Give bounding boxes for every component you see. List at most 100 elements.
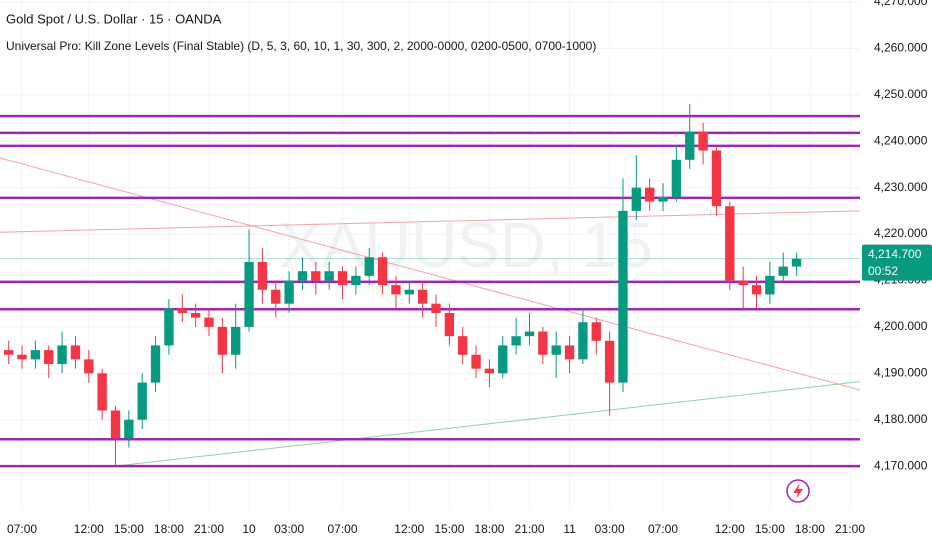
x-tick-label: 21:00 (514, 522, 544, 536)
x-tick-label: 03:00 (595, 522, 625, 536)
indicator-label: Universal Pro: Kill Zone Levels (Final S… (6, 39, 596, 53)
price-tag (862, 244, 932, 281)
candle-body (458, 336, 468, 355)
x-tick-label: 15:00 (114, 522, 144, 536)
candle-body (604, 340, 615, 383)
candle-body (124, 419, 134, 439)
y-tick-label: 4,250.000 (874, 87, 928, 101)
x-tick-label: 12:00 (74, 522, 104, 536)
x-tick-label: 18:00 (474, 522, 504, 536)
candle-body (498, 345, 508, 374)
y-tick-label: 4,230.000 (874, 180, 928, 194)
candle-body (244, 261, 254, 327)
alert-icon[interactable] (786, 479, 810, 503)
candle-body (484, 368, 495, 374)
y-tick-label: 4,260.000 (874, 41, 928, 55)
candle-body (324, 271, 334, 281)
y-tick-label: 4,190.000 (874, 365, 928, 379)
candle-body (257, 261, 268, 290)
candle-body (751, 285, 762, 295)
y-tick-label: 4,180.000 (874, 412, 928, 426)
candle-body (70, 345, 81, 360)
candle-body (538, 331, 548, 355)
candle-body (417, 289, 428, 304)
x-tick-label: 03:00 (274, 522, 304, 536)
x-tick-label: 18:00 (795, 522, 825, 536)
candle-body (30, 350, 41, 360)
countdown: 00:52 (868, 264, 898, 278)
chart-title: Gold Spot / U.S. Dollar · 15 · OANDA (6, 11, 222, 26)
candle-body (164, 308, 174, 346)
y-tick-label: 4,200.000 (874, 319, 928, 333)
candle-body (404, 289, 414, 295)
candle-body (631, 187, 641, 211)
candle-body (551, 345, 561, 355)
candle-body (738, 280, 748, 286)
candle-body (337, 271, 348, 286)
x-tick-label: 15:00 (434, 522, 464, 536)
candle-body (645, 187, 655, 202)
candle-body (351, 275, 361, 286)
candle-body (658, 196, 668, 202)
candle-body (765, 275, 775, 295)
candle-body (17, 354, 27, 360)
candle-body (271, 289, 281, 304)
candle-body (471, 354, 481, 369)
x-tick-label: 21:00 (835, 522, 865, 536)
candle-body (4, 350, 14, 355)
plot (0, 0, 861, 510)
candle-body (511, 336, 521, 346)
candle-body (364, 257, 374, 276)
candle-body (444, 312, 455, 337)
candle-body (711, 150, 722, 207)
candle-body (524, 331, 535, 337)
x-tick-label: 18:00 (154, 522, 184, 536)
price-tag-label: 4,214.700 (868, 247, 922, 261)
candle-body (110, 410, 121, 439)
candle-body (618, 210, 628, 383)
watermark: XAUUSD, 15 (279, 209, 652, 281)
candle-body (377, 257, 388, 286)
x-tick-label: 12:00 (715, 522, 745, 536)
x-tick-label: 10 (242, 522, 256, 536)
candle-body (177, 308, 187, 313)
x-tick-label: 07:00 (648, 522, 678, 536)
candle-body (578, 322, 588, 360)
candle-body (725, 206, 735, 281)
candle-body (311, 271, 321, 281)
y-tick-label: 4,270.000 (874, 0, 928, 8)
candle-body (97, 373, 107, 411)
candle-body (671, 159, 682, 197)
candle-body (431, 303, 441, 313)
x-tick-label: 07:00 (7, 522, 37, 536)
x-tick-label: 12:00 (394, 522, 424, 536)
candle-body (791, 258, 802, 267)
y-tick-label: 4,220.000 (874, 226, 928, 240)
candle-body (297, 271, 308, 281)
candle-body (778, 266, 788, 276)
candle-body (57, 345, 67, 365)
y-tick-label: 4,170.000 (874, 458, 928, 472)
trend-line (114, 381, 861, 467)
candle-body (591, 322, 601, 341)
x-tick-label: 07:00 (328, 522, 358, 536)
candle-body (190, 312, 201, 318)
candle-body (685, 131, 695, 160)
candle-body (231, 326, 241, 355)
candle-body (217, 326, 228, 355)
y-tick-label: 4,240.000 (874, 133, 928, 147)
x-tick-label: 15:00 (755, 522, 785, 536)
candle-body (698, 131, 708, 151)
candle-body (204, 317, 214, 327)
candle-body (391, 285, 401, 295)
candle-body (150, 345, 161, 383)
x-tick-label: 21:00 (194, 522, 224, 536)
x-tick-label: 11 (563, 522, 576, 536)
candle-body (564, 345, 575, 360)
candle-body (84, 359, 94, 374)
candle-body (44, 350, 54, 365)
candle-body (137, 382, 147, 420)
candle-body (284, 280, 294, 304)
